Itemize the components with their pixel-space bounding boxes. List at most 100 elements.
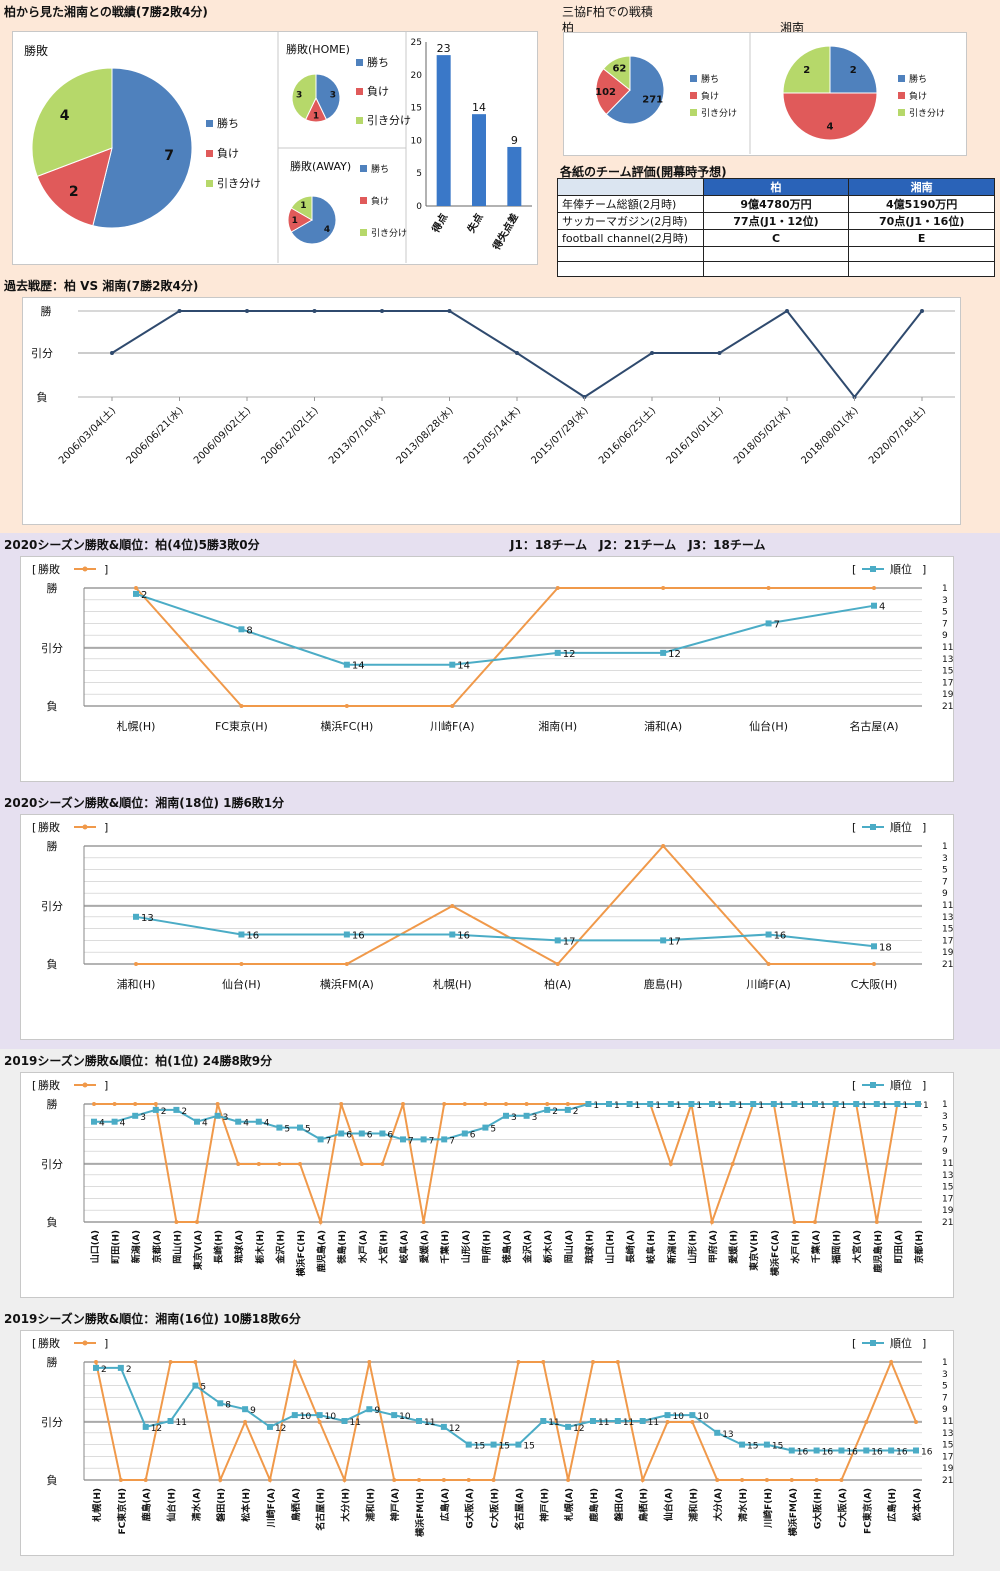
season_2020_kashiwa-result-point [872,586,876,590]
season_2019_shonan-x-label: 横浜FM(A) [787,1488,799,1536]
venue-kashiwa-pie-slice-loss [595,68,631,116]
table-row: football channel(2月時) C E [557,229,995,247]
season_2019_shonan-result-line [95,1358,917,1484]
season_2020_shonan-axis-draw: 引分 [41,899,63,913]
season_2019_kashiwa-legend-bracket-open: [ [32,1079,36,1092]
venue-kashiwa-pie-data-label: 62 [612,63,626,74]
venue-kashiwa-legend-label-draw: 引き分け [701,108,737,119]
season_2019_kashiwa-x-label: 岡山(H) [171,1230,183,1264]
goals-bar [472,114,486,206]
season_2019_kashiwa-rank-label: 6 [470,1131,476,1141]
season_2020_kashiwa-rank-tick: 21 [942,702,953,712]
season_2019_kashiwa-rank-point [832,1101,839,1107]
season_2019_kashiwa-rank-label: 1 [882,1101,888,1111]
season_2020_shonan-rank-label: 17 [563,936,576,947]
season_2019_shonan-x-label: 札幌(H) [91,1488,103,1523]
season_2020_kashiwa-legend-result-marker [82,566,88,572]
eval-row-label: football channel(2月時) [557,229,704,247]
home-pie-legend-label-draw: 引き分け [367,113,411,127]
season_2019_shonan-rank-point [913,1447,919,1454]
season_2020_kashiwa-rank-point [449,661,456,668]
season_2019_shonan-result-point [839,1478,844,1482]
season_2019_shonan-rank-label: 16 [797,1448,809,1458]
season_2019_kashiwa-legend-rank: 順位 [890,1078,912,1092]
history-x-label: 2018/08/01(水) [799,405,861,467]
season_2020_shonan-legend-rank-bracket-close: ] [922,821,926,834]
season_2019_kashiwa-rank-point [420,1136,427,1143]
season_2019_shonan-rank-label: 11 [349,1418,360,1428]
season_2019_shonan-x-label: 浦和(H) [364,1488,376,1522]
history-point [380,309,384,313]
season_2019_shonan-rank-point [117,1364,124,1371]
season_2019_kashiwa-rank-point [915,1101,921,1107]
season_2019_kashiwa-result-point [112,1102,117,1106]
season_2019_kashiwa-rank-point [111,1118,118,1125]
season_2020_kashiwa-rank-label: 14 [352,661,365,672]
season_2019_kashiwa-rank-tick: 11 [942,1159,953,1169]
season_2020_kashiwa-x-label: FC東京(H) [215,719,268,733]
season_2019_shonan-rank-tick: 13 [942,1429,953,1439]
season_2019_kashiwa-rank-label: 2 [181,1107,187,1117]
goals-bar-label: 23 [437,42,451,55]
season_2020_kashiwa-rank-label: 12 [668,649,681,660]
season_2019_shonan-rank-point [714,1429,721,1436]
season_2019_shonan-result-point [317,1420,322,1424]
total-pie-data-label: 2 [69,184,79,200]
season_2019_kashiwa-rank-label: 6 [367,1131,373,1141]
season_2019_shonan-rank-point [93,1364,99,1371]
season_2020_shonan-rank-tick: 19 [942,948,954,958]
venue-shonan-legend-swatch-win [898,75,905,82]
season_2019_shonan-x-label: 神戸(H) [538,1488,550,1522]
season_2019_kashiwa-rank-point [667,1101,674,1107]
season_2019_shonan-x-label: 札幌(A) [563,1488,575,1522]
season_2019_kashiwa-rank-label: 5 [284,1125,290,1135]
season_2019_kashiwa-legend-rank-bracket-close: ] [922,1079,926,1092]
season_2020_shonan-result-point [555,962,560,966]
season_2019_kashiwa-rank-point [461,1130,468,1137]
season_2019_kashiwa-rank-label: 1 [676,1101,682,1111]
season_2019_kashiwa-result-point [359,1162,364,1166]
season_2020_shonan-rank-point [343,931,350,938]
season_2020_shonan-rank-point [449,931,456,938]
goals-tick-label: 10 [411,136,423,146]
season_2019_kashiwa-x-label: 岡山(A) [563,1230,575,1263]
season_2019_kashiwa-rank-label: 5 [305,1125,311,1135]
season_2019_shonan-rank-point [242,1406,249,1413]
season_2019_shonan-rank-label: 11 [424,1418,435,1428]
total-pie-legend-swatch-loss [206,150,213,157]
season_2020_kashiwa-rank-label: 8 [246,625,252,636]
season_2019_shonan-rank-point [614,1418,621,1424]
season_2019_kashiwa-rank-point [770,1101,777,1107]
eval-shonan-value: 70点(J1・16位) [848,212,995,230]
season_2019_kashiwa-x-label: 愛媛(A) [419,1230,431,1263]
season_2020_kashiwa-axis-loss: 負 [47,700,58,713]
season_2019_shonan-x-label: 仙台(H) [166,1488,178,1522]
season_2019_shonan-x-label: 川崎F(A) [265,1488,277,1528]
season_2019_kashiwa-rank-point [400,1136,406,1143]
season_2019_kashiwa-rank-point [523,1112,530,1119]
season_2019_shonan-rank-label: 10 [399,1412,411,1422]
season_2019_shonan-axis-draw: 引分 [41,1415,63,1429]
venue-kashiwa-pie-slice-draw [602,55,631,92]
home-pie-slice-win [315,73,341,121]
season_2019_kashiwa-rank-point [379,1130,386,1137]
season_2019_shonan-rank-point [416,1418,423,1424]
season_2020_shonan-legend-rank: 順位 [890,820,912,834]
season_2019_kashiwa-rank-point [297,1124,303,1131]
season_2019_shonan-rank-tick: 15 [942,1441,953,1451]
venue-shonan-legend-swatch-loss [898,92,905,99]
season_2019_kashiwa-rank-point [564,1106,571,1113]
home-pie-slice-draw [291,73,317,121]
season_2020_shonan-rank-label: 16 [774,931,787,942]
season_2019_shonan-rank-point [192,1382,199,1389]
season_2019_kashiwa-result-point [153,1102,158,1106]
season_2020_kashiwa-axis-win: 勝 [47,581,58,595]
history-x-label: 2015/05/14(木) [461,405,523,467]
season_2019_kashiwa-rank-point [358,1130,365,1137]
total-pie-legend-swatch-draw [206,180,213,187]
season_2019_kashiwa-x-label: 山形(A) [460,1230,472,1263]
season_2019_kashiwa-rank-tick: 3 [942,1112,948,1122]
season_2020_kashiwa-rank-tick: 15 [942,667,953,677]
season_2019_kashiwa-rank-tick: 17 [942,1194,953,1204]
season_2019_shonan-rank-point [440,1423,447,1430]
